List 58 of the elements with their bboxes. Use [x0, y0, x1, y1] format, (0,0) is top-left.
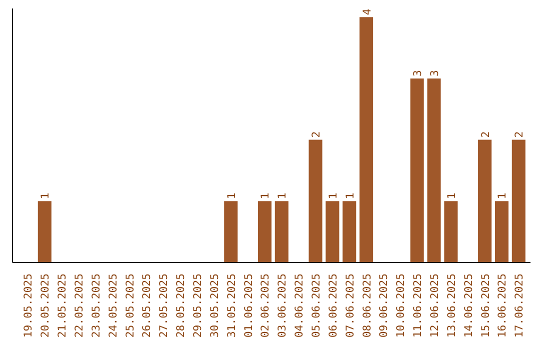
x-tick-label: 26.05.2025: [140, 274, 154, 338]
bar: [326, 201, 340, 262]
data-label: 1: [276, 192, 289, 200]
x-tick-label: 01.06.2025: [242, 274, 255, 338]
bar: [308, 140, 322, 262]
x-tick-label: 05.06.2025: [310, 274, 323, 338]
data-label: 1: [38, 192, 52, 200]
bar: [224, 201, 238, 262]
x-tick-label: 22.05.2025: [72, 274, 86, 338]
x-tick-label: 07.06.2025: [343, 274, 356, 338]
x-tick-label: 19.05.2025: [22, 274, 35, 338]
x-tick-label: 25.05.2025: [123, 274, 136, 338]
x-tick-label: 14.06.2025: [462, 274, 475, 338]
bar: [410, 78, 424, 262]
bar: [512, 140, 526, 262]
x-tick-label: 10.06.2025: [394, 274, 408, 338]
x-tick-label: 02.06.2025: [258, 274, 272, 338]
data-label: 2: [478, 131, 492, 138]
data-label: 1: [224, 192, 238, 200]
bar: [274, 201, 288, 262]
x-tick-label: 31.05.2025: [224, 274, 238, 338]
data-label: 1: [258, 192, 272, 200]
x-tick-label: 08.06.2025: [360, 274, 374, 338]
x-tick-label: 03.06.2025: [276, 274, 289, 338]
x-tick-label: 23.05.2025: [89, 274, 102, 338]
x-tick-label: 30.05.2025: [208, 274, 221, 338]
x-tick-label: 06.06.2025: [326, 274, 340, 338]
x-tick-label: 16.06.2025: [496, 274, 509, 338]
x-tick-label: 12.06.2025: [428, 274, 442, 338]
data-label: 2: [310, 131, 323, 138]
x-tick-label: 20.05.2025: [38, 274, 52, 338]
data-label: 4: [360, 8, 374, 16]
x-tick-label: 15.06.2025: [478, 274, 492, 338]
bar: [494, 201, 508, 262]
data-label: 3: [428, 70, 442, 76]
bar: [444, 201, 458, 262]
data-label: 3: [411, 70, 424, 76]
x-tick-label: 13.06.2025: [444, 274, 458, 338]
data-label: 1: [444, 192, 458, 200]
bar: [427, 78, 441, 262]
data-label: 1: [326, 192, 340, 200]
data-label: 2: [512, 131, 526, 138]
x-tick-label: 11.06.2025: [411, 274, 424, 338]
data-label: 1: [496, 192, 509, 200]
bar: [342, 201, 356, 262]
x-tick-label: 04.06.2025: [292, 274, 306, 338]
x-tick-label: 28.05.2025: [174, 274, 188, 338]
x-tick-label: 09.06.2025: [377, 274, 390, 338]
x-tick-label: 29.05.2025: [191, 274, 204, 338]
x-tick-label: 17.06.2025: [512, 274, 526, 338]
x-tick-label: 21.05.2025: [56, 274, 69, 338]
x-tick-label: 27.05.2025: [157, 274, 170, 338]
bar: [478, 140, 492, 262]
x-tick-label: 24.05.2025: [106, 274, 120, 338]
data-label: 1: [343, 192, 356, 200]
bar: [258, 201, 272, 262]
bar: [360, 17, 374, 262]
bar: [38, 201, 52, 262]
